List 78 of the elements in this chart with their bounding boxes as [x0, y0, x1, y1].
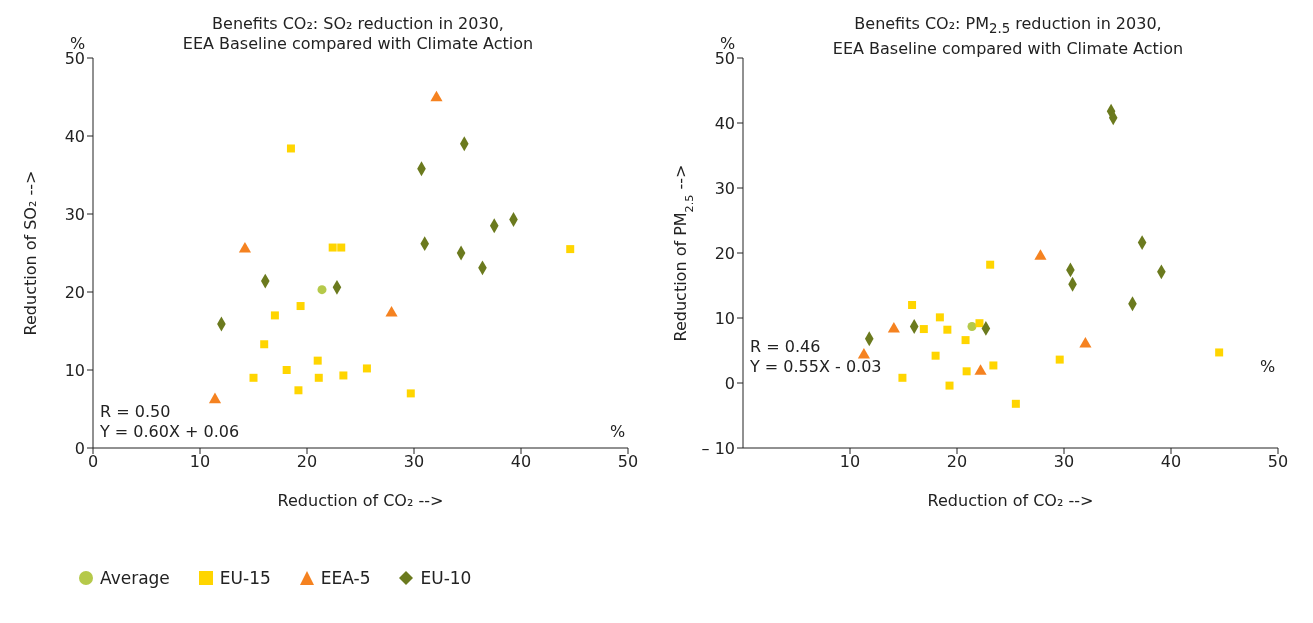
point — [317, 285, 327, 295]
legend-label: EU-10 — [420, 568, 472, 588]
y-tick-label: 30 — [714, 178, 735, 198]
point — [1034, 249, 1047, 260]
annotation: Y = 0.55X - 0.03 — [750, 357, 882, 376]
point — [1215, 348, 1224, 357]
y-tick-label: 20 — [714, 243, 735, 263]
point — [337, 243, 346, 252]
y-tick-label: 0 — [74, 438, 85, 458]
x-tick-label: 40 — [510, 452, 532, 472]
point — [908, 301, 917, 309]
point — [986, 260, 995, 269]
point — [430, 90, 443, 102]
point — [566, 245, 575, 254]
x-tick-label: 40 — [1160, 452, 1182, 472]
annotation: R = 0.46 — [750, 337, 821, 356]
point — [962, 367, 971, 376]
point — [967, 321, 977, 331]
point — [943, 325, 952, 334]
point — [339, 371, 348, 380]
point — [961, 336, 970, 345]
point — [1011, 399, 1020, 408]
y-tick-label: – 10 — [701, 438, 735, 458]
x-axis-title: Reduction of CO₂ --> — [927, 491, 1094, 510]
x-tick-label: 10 — [839, 452, 861, 472]
annotation: % — [1260, 357, 1276, 376]
x-tick-label: 30 — [1053, 452, 1075, 472]
point — [208, 392, 222, 404]
y-tick-label: 20 — [64, 282, 85, 302]
y-tick-label: 30 — [64, 204, 85, 224]
point — [238, 242, 252, 253]
point — [270, 311, 279, 320]
point — [975, 319, 984, 328]
annotation: % — [610, 422, 626, 441]
point — [294, 386, 303, 395]
y-axis-title: Reduction of SO₂ --> — [21, 170, 40, 336]
point — [935, 313, 944, 322]
point — [406, 389, 415, 398]
x-tick-label: 0 — [87, 452, 99, 472]
point — [1079, 336, 1092, 348]
point — [328, 243, 337, 252]
y-tick-label: 10 — [714, 308, 735, 328]
annotation: Y = 0.60X + 0.06 — [100, 422, 240, 441]
chart-title: Benefits CO₂: PM$_{2.5}$ reduction in 2030, EEA Baseline compared with Climate Action — [832, 14, 1184, 59]
point — [919, 325, 928, 334]
point — [260, 340, 269, 349]
x-tick-label: 20 — [946, 452, 968, 472]
point — [974, 364, 987, 375]
legend-label: EU-15 — [219, 568, 271, 588]
y-tick-label: 40 — [714, 113, 735, 133]
point — [314, 373, 323, 382]
point — [385, 306, 398, 317]
x-tick-label: 20 — [296, 452, 318, 472]
chart-title: Benefits CO₂: SO₂ reduction in 2030, EEA Baseline compared with Climate Action — [182, 14, 534, 53]
y-tick-label: 10 — [64, 360, 85, 380]
point — [898, 373, 907, 382]
point — [989, 361, 998, 370]
point — [313, 356, 322, 365]
point — [286, 144, 295, 153]
legend-label: Average — [100, 568, 170, 588]
point — [857, 348, 870, 359]
point — [282, 366, 291, 374]
legend-label: EEA-5 — [320, 568, 371, 588]
y-tick-label: 40 — [64, 126, 85, 146]
x-tick-label: 30 — [403, 452, 425, 472]
point — [362, 364, 371, 373]
x-tick-label: 10 — [189, 452, 211, 472]
x-tick-label: 50 — [1267, 452, 1289, 472]
point — [887, 322, 900, 333]
point — [249, 373, 258, 382]
point — [296, 302, 305, 311]
point — [945, 381, 954, 390]
y-tick-label: 0 — [724, 373, 735, 393]
annotation: R = 0.50 — [100, 402, 171, 421]
point — [931, 351, 940, 360]
x-tick-label: 50 — [617, 452, 639, 472]
point — [1055, 355, 1064, 364]
x-axis-title: Reduction of CO₂ --> — [277, 491, 444, 510]
